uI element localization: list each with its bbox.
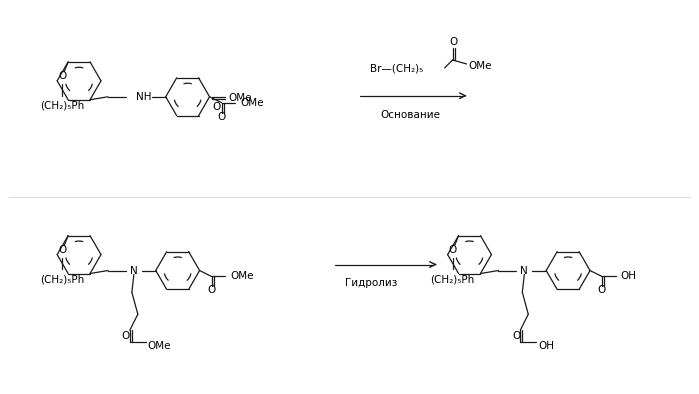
Text: OMe: OMe [468,61,492,71]
Text: O: O [208,285,216,296]
Text: O: O [58,245,66,255]
Text: (CH₂)₅Ph: (CH₂)₅Ph [40,100,85,111]
Text: O: O [512,331,521,341]
Text: OMe: OMe [240,98,264,108]
Text: (CH₂)₅Ph: (CH₂)₅Ph [40,274,85,284]
Text: O: O [449,37,458,47]
Text: O: O [58,71,66,81]
Text: O: O [217,112,226,122]
Text: O: O [449,245,456,255]
Text: NH: NH [136,92,152,102]
Text: OMe: OMe [231,271,254,281]
Text: N: N [521,266,528,275]
Text: Br—(CH₂)₅: Br—(CH₂)₅ [370,64,423,74]
Text: O: O [598,285,606,296]
Text: OH: OH [620,271,636,281]
Text: Основание: Основание [380,110,440,120]
Text: (CH₂)₅Ph: (CH₂)₅Ph [431,274,475,284]
Text: OMe: OMe [229,93,252,103]
Text: O: O [212,102,221,112]
Text: OH: OH [538,341,554,351]
Text: Гидролиз: Гидролиз [345,279,398,288]
Text: O: O [122,331,130,341]
Text: N: N [130,266,138,275]
Text: OMe: OMe [147,341,171,351]
